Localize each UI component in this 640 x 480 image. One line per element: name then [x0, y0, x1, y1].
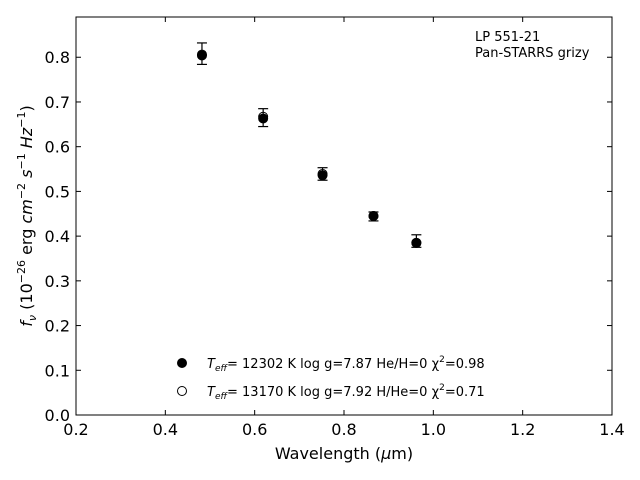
y-tick-label: 0.4 [45, 227, 70, 246]
legend-1-main: = 12302 K log g=7.87 He/H=0 χ [227, 357, 440, 372]
legend-1-sup: 2 [439, 355, 445, 365]
tick-layer: 0.2 0.4 0.6 0.8 1.0 1.2 1.4 0.0 0.1 0.2 0.3 0.4 0.5 0… [45, 17, 625, 439]
y-tick-label: 0.2 [45, 317, 70, 336]
x-tick-label: 1.4 [599, 420, 624, 439]
x-tick-label: 0.2 [63, 420, 88, 439]
legend-1-sub: eff [215, 364, 229, 374]
legend: Teff= 12302 K log g=7.87 He/H=0 χ2=0.98 … [177, 355, 485, 402]
legend-1-end: =0.98 [445, 357, 485, 372]
errorbar-layer [196, 42, 422, 248]
legend-1-t: T [207, 357, 216, 372]
marker-layer [196, 49, 422, 248]
model-point-open [317, 168, 328, 179]
model-point-open [196, 49, 207, 60]
y-tick-label: 0.0 [45, 406, 70, 425]
y-tick-label: 0.3 [45, 272, 70, 291]
plot-frame [75, 16, 613, 416]
y-tick-label: 0.1 [45, 361, 70, 380]
model-point-open [258, 111, 269, 122]
legend-2-sub: eff [215, 392, 229, 402]
x-tick-label: 1.0 [421, 420, 446, 439]
y-axis-label: fν (10−26 erg cm−2 s−1 Hz−1) [15, 105, 39, 326]
x-tick-label: 0.6 [242, 420, 267, 439]
legend-2-t: T [207, 385, 216, 400]
x-tick-label: 0.4 [153, 420, 178, 439]
legend-marker-filled [177, 358, 187, 368]
model-point-open [368, 211, 379, 221]
legend-2-end: =0.71 [445, 385, 485, 400]
legend-entry-1: Teff= 12302 K log g=7.87 He/H=0 χ2=0.98 [207, 355, 485, 374]
y-tick-label: 0.5 [45, 182, 70, 201]
y-tick-label: 0.6 [45, 138, 70, 157]
annotation-line-2: Pan-STARRS grizy [475, 46, 590, 61]
x-axis-label: Wavelength (μm) [275, 444, 413, 463]
model-point-open [411, 237, 422, 248]
legend-2-sup: 2 [439, 383, 445, 393]
x-tick-label: 1.2 [510, 420, 535, 439]
legend-marker-open [177, 386, 187, 396]
legend-entry-2: Teff= 13170 K log g=7.92 H/He=0 χ2=0.71 [207, 383, 485, 402]
x-tick-label: 0.8 [331, 420, 356, 439]
legend-2-main: = 13170 K log g=7.92 H/He=0 χ [227, 385, 440, 400]
y-tick-label: 0.8 [45, 48, 70, 67]
y-tick-label: 0.7 [45, 93, 70, 112]
annotation-line-1: LP 551-21 [475, 30, 540, 45]
